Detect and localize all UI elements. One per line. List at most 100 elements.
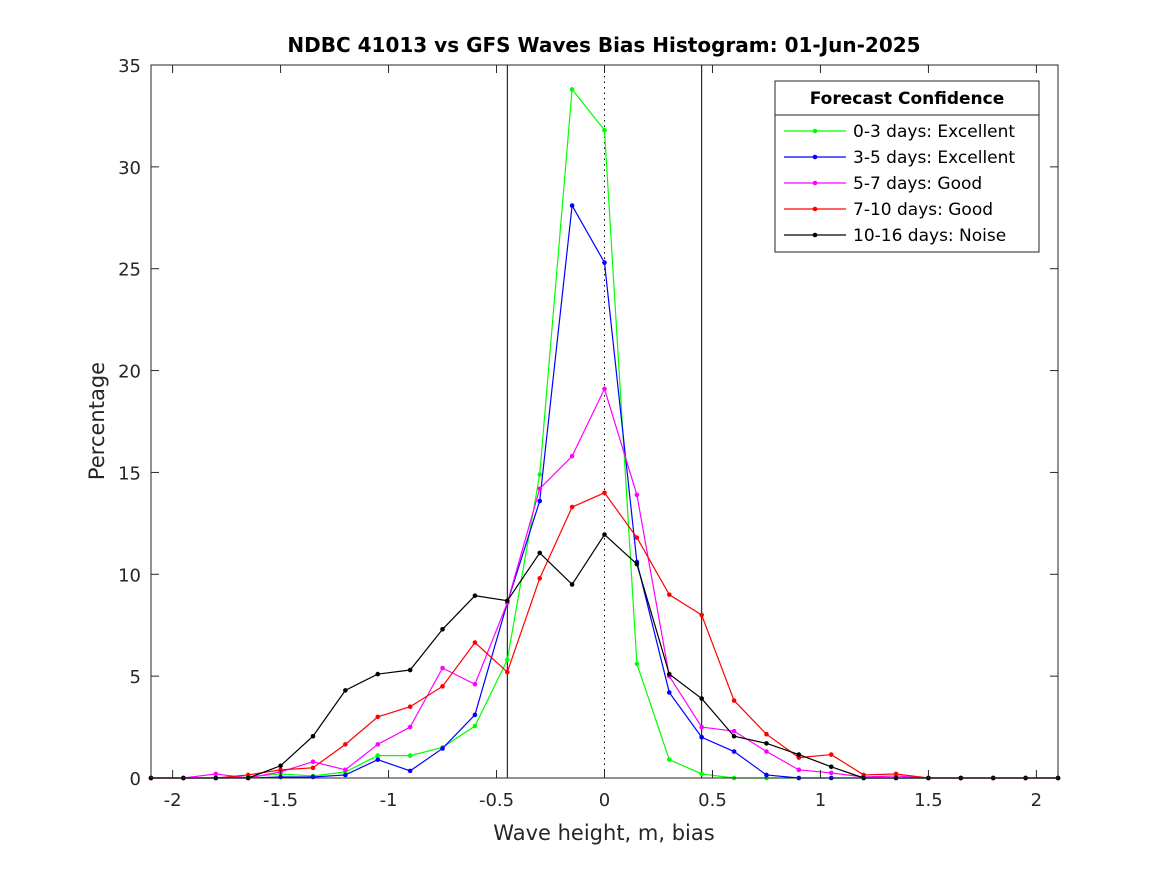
data-point xyxy=(537,472,543,477)
data-point xyxy=(310,765,316,771)
data-point xyxy=(213,771,219,777)
data-point xyxy=(343,742,348,747)
legend: Forecast Confidence 0-3 days: Excellent 3… xyxy=(774,80,1040,253)
data-point xyxy=(634,535,640,540)
data-point xyxy=(764,741,769,746)
x-tick-label: 2 xyxy=(1031,790,1042,811)
data-point xyxy=(375,742,381,747)
data-point xyxy=(278,767,283,773)
data-point xyxy=(828,752,834,757)
data-point xyxy=(634,492,640,498)
legend-swatch-marker xyxy=(812,154,818,160)
legend-entry: 3-5 days: Excellent xyxy=(784,148,1015,168)
x-tick-label: 0.5 xyxy=(698,790,727,811)
x-tick-label: -2 xyxy=(164,790,182,811)
data-point xyxy=(375,714,381,720)
legend-label: 10-16 days: Noise xyxy=(853,226,1006,246)
data-point xyxy=(602,490,607,496)
legend-title: Forecast Confidence xyxy=(810,89,1005,109)
x-tick-label: -1.5 xyxy=(263,790,298,811)
legend-entry: 7-10 days: Good xyxy=(784,200,993,220)
data-point xyxy=(731,698,737,703)
data-point xyxy=(343,688,348,693)
data-point xyxy=(699,771,704,777)
data-point xyxy=(699,734,704,740)
data-point xyxy=(310,774,316,780)
y-tick-label: 35 xyxy=(118,56,141,77)
legend-label: 7-10 days: Good xyxy=(853,200,993,220)
y-axis-ticks: 0 5 10 15 20 25 30 35 xyxy=(118,56,1058,790)
data-point xyxy=(893,771,899,777)
data-point xyxy=(407,724,413,730)
x-axis-label: Wave height, m, bias xyxy=(493,821,714,845)
data-point xyxy=(505,669,510,675)
data-point xyxy=(764,749,769,754)
x-axis-ticks: -2 -1.5 -1 -0.5 0 0.5 1 1.5 2 xyxy=(164,65,1042,811)
data-point xyxy=(634,661,640,667)
data-point xyxy=(375,753,381,758)
data-point xyxy=(537,486,543,492)
y-tick-label: 15 xyxy=(118,463,141,484)
data-point xyxy=(537,498,543,504)
y-tick-label: 25 xyxy=(118,260,141,281)
data-point xyxy=(796,752,802,757)
data-point xyxy=(764,731,769,737)
chart-title: NDBC 41013 vs GFS Waves Bias Histogram: … xyxy=(287,33,920,57)
data-point xyxy=(828,770,834,776)
data-point xyxy=(699,612,704,618)
data-point xyxy=(764,772,769,778)
data-point xyxy=(407,753,413,758)
legend-entry: 10-16 days: Noise xyxy=(784,226,1006,246)
x-tick-label: 1.5 xyxy=(914,790,943,811)
data-point xyxy=(666,690,672,695)
data-point xyxy=(505,657,510,663)
y-axis-label: Percentage xyxy=(85,362,109,480)
data-point xyxy=(278,763,283,769)
data-point xyxy=(731,749,737,754)
x-tick-label: 0 xyxy=(599,790,610,811)
data-point xyxy=(569,504,575,510)
data-point xyxy=(407,704,413,709)
data-point xyxy=(666,592,672,597)
y-tick-label: 30 xyxy=(118,158,141,179)
data-point xyxy=(440,684,445,689)
data-point xyxy=(666,757,672,762)
data-point xyxy=(666,671,672,677)
data-point xyxy=(602,532,607,537)
data-point xyxy=(505,598,510,604)
y-tick-label: 20 xyxy=(118,362,141,383)
legend-label: 3-5 days: Excellent xyxy=(853,148,1015,168)
data-point xyxy=(440,665,445,671)
data-point xyxy=(375,671,381,677)
data-point xyxy=(569,203,575,208)
data-point xyxy=(472,723,478,729)
data-point xyxy=(472,593,478,598)
data-point xyxy=(472,640,478,645)
legend-label: 0-3 days: Excellent xyxy=(853,122,1015,142)
data-point xyxy=(602,260,607,265)
x-tick-label: 1 xyxy=(815,790,826,811)
data-point xyxy=(796,767,802,773)
data-point xyxy=(407,768,413,774)
data-point xyxy=(537,550,543,556)
legend-swatch-marker xyxy=(812,180,818,186)
y-tick-label: 10 xyxy=(118,565,141,586)
legend-entry: 0-3 days: Excellent xyxy=(784,122,1015,142)
data-point xyxy=(634,561,640,567)
data-point xyxy=(440,746,445,751)
data-point xyxy=(569,87,575,92)
legend-swatch-marker xyxy=(812,232,818,238)
x-tick-label: -1 xyxy=(380,790,398,811)
legend-swatch-marker xyxy=(812,206,818,212)
data-point xyxy=(407,667,413,673)
data-point xyxy=(699,696,704,701)
data-point xyxy=(440,626,445,632)
legend-swatch-marker xyxy=(812,128,818,134)
data-point xyxy=(310,733,316,739)
data-point xyxy=(537,576,543,581)
legend-entry: 5-7 days: Good xyxy=(784,174,982,194)
data-point xyxy=(310,759,316,765)
data-point xyxy=(343,772,348,778)
data-point xyxy=(375,757,381,762)
